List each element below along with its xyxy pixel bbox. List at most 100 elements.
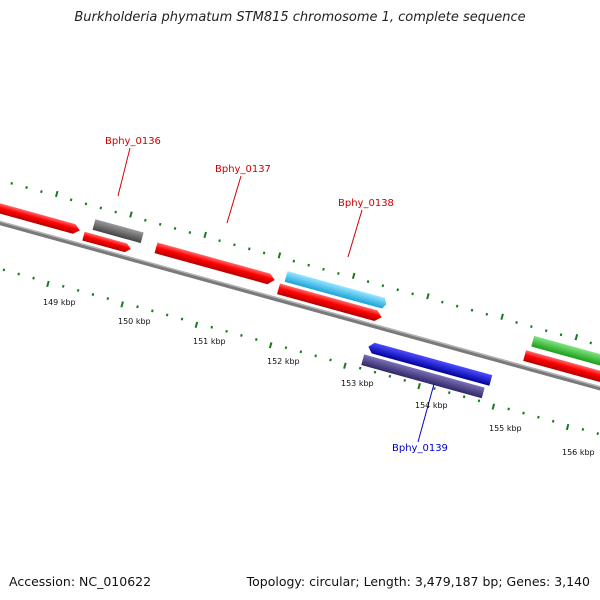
minor-tick — [440, 300, 444, 304]
accession-text: Accession: NC_010622 — [9, 574, 152, 589]
minor-tick — [515, 321, 518, 324]
major-tick — [54, 190, 59, 198]
gene-arrow-red-1[interactable] — [0, 194, 81, 235]
minor-tick — [589, 341, 593, 345]
scale-tick-labels: 149 kbp 150 kbp 151 kbp 152 kbp 153 kbp … — [43, 298, 595, 457]
major-tick — [203, 231, 207, 239]
minor-tick — [10, 181, 14, 185]
minor-tick — [329, 358, 332, 362]
gene-arrow-red-2[interactable] — [523, 350, 600, 388]
tick-label: 154 kbp — [415, 401, 448, 410]
minor-tick — [411, 292, 414, 296]
major-tick — [129, 211, 133, 218]
minor-tick — [32, 276, 35, 280]
map-title: Burkholderia phymatum STM815 chromosome … — [74, 10, 526, 25]
gene-label-bphy0137[interactable]: Bphy_0137 — [215, 164, 271, 175]
tick-label: 149 kbp — [43, 298, 76, 307]
minor-tick — [284, 346, 288, 350]
minor-tick — [25, 186, 28, 190]
gene-arrow-red-bphy0137[interactable] — [154, 242, 277, 286]
minor-tick — [114, 210, 117, 214]
minor-tick — [262, 251, 266, 255]
tick-label: 156 kbp — [562, 448, 595, 457]
minor-tick — [84, 202, 88, 206]
minor-tick — [165, 313, 169, 317]
minor-tick — [314, 354, 317, 358]
minor-tick — [99, 206, 103, 210]
minor-tick — [366, 280, 370, 284]
major-tick — [268, 342, 273, 349]
minor-tick — [433, 387, 436, 391]
gene-arrow-green-1[interactable] — [531, 335, 600, 372]
major-tick — [500, 313, 504, 320]
minor-tick — [61, 284, 65, 288]
major-tick — [343, 362, 347, 369]
minor-tick — [522, 411, 525, 415]
minor-tick — [180, 317, 184, 321]
minor-tick — [247, 247, 251, 251]
rotated-track — [0, 181, 600, 436]
tick-label: 152 kbp — [267, 357, 300, 366]
gene-arrow-blue-bphy0139[interactable] — [367, 341, 493, 386]
minor-tick — [151, 309, 154, 313]
minor-tick — [551, 419, 555, 423]
minor-tick — [40, 190, 43, 194]
major-tick — [120, 301, 124, 308]
minor-tick — [158, 222, 162, 226]
minor-tick — [507, 407, 510, 411]
minor-tick — [358, 366, 362, 370]
minor-tick — [69, 198, 73, 202]
tick-label: 150 kbp — [118, 317, 151, 326]
major-tick — [491, 403, 496, 410]
minor-tick — [218, 239, 221, 243]
minor-tick — [173, 226, 177, 230]
major-tick — [417, 383, 421, 390]
minor-tick — [596, 432, 600, 436]
minor-tick — [299, 350, 303, 354]
summary-text: Topology: circular; Length: 3,479,187 bp… — [246, 574, 590, 589]
tick-label: 151 kbp — [193, 337, 226, 346]
minor-tick — [225, 329, 228, 333]
minor-tick — [188, 231, 192, 234]
minor-tick — [210, 325, 214, 329]
major-tick — [46, 280, 50, 288]
minor-tick — [477, 399, 481, 403]
minor-tick — [381, 284, 385, 288]
minor-tick — [144, 218, 147, 222]
gene-arrow-red-bphy0138[interactable] — [277, 283, 383, 323]
tick-label: 153 kbp — [341, 379, 374, 388]
minor-tick — [2, 268, 6, 272]
gene-arrow-red-bphy0136[interactable] — [82, 231, 132, 254]
major-tick — [426, 293, 430, 300]
minor-tick — [292, 259, 296, 263]
leader-lines — [117, 147, 435, 443]
minor-tick — [17, 272, 21, 276]
minor-tick — [470, 308, 474, 312]
minor-tick — [581, 427, 585, 431]
minor-tick — [559, 333, 563, 337]
minor-tick — [76, 288, 80, 292]
minor-tick — [455, 304, 459, 308]
minor-tick — [373, 370, 377, 374]
minor-tick — [530, 325, 533, 329]
gene-label-bphy0139[interactable]: Bphy_0139 — [392, 443, 448, 454]
minor-tick — [254, 338, 258, 341]
minor-tick — [544, 329, 548, 333]
tick-label: 155 kbp — [489, 424, 522, 433]
minor-tick — [106, 297, 110, 301]
major-tick — [574, 334, 579, 341]
minor-tick — [388, 374, 392, 378]
gene-label-bphy0138[interactable]: Bphy_0138 — [338, 198, 394, 209]
gene-label-bphy0136[interactable]: Bphy_0136 — [105, 136, 161, 147]
gene-arrow-gray-bphy0136[interactable] — [92, 219, 144, 244]
minor-tick — [240, 333, 243, 337]
outer-tick-ring — [10, 181, 593, 345]
major-tick — [565, 423, 570, 431]
inner-tick-ring — [2, 268, 600, 436]
gene-arrow-slate-bphy0139[interactable] — [361, 354, 485, 399]
gene-arrow-cyan-bphy0138[interactable] — [284, 271, 388, 309]
minor-tick — [233, 243, 236, 247]
minor-tick — [447, 391, 451, 395]
major-tick — [194, 321, 199, 328]
